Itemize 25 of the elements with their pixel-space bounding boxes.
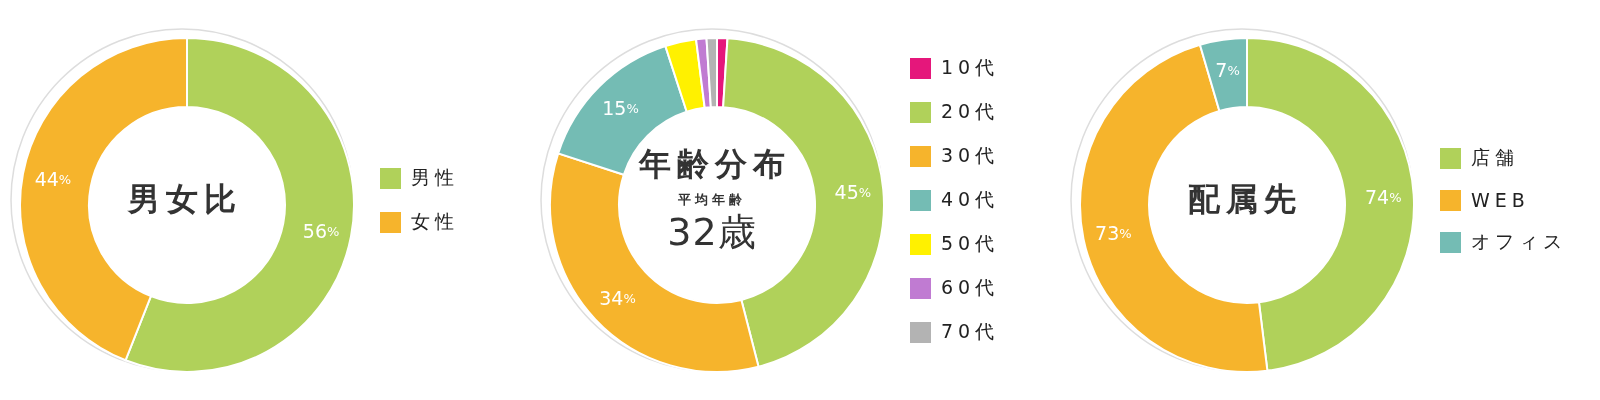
legend-label: オフィス: [1471, 229, 1567, 254]
legend-label: 男性: [411, 165, 459, 190]
data-label: 73%: [1095, 221, 1132, 244]
legend-label: 20代: [941, 99, 1000, 124]
legend-label: 10代: [941, 55, 1000, 80]
legend-label: 60代: [941, 275, 1000, 300]
data-label: 7%: [1215, 58, 1240, 81]
legend-label: 50代: [941, 231, 1000, 256]
data-label: 56%: [302, 219, 340, 242]
data-label: 74%: [1364, 185, 1402, 208]
text: 平均年齢: [678, 190, 746, 209]
legend-label: 70代: [941, 319, 1000, 344]
data-label: 15%: [602, 97, 639, 120]
text: 32歳: [667, 208, 757, 256]
legend-label: WEB: [1471, 189, 1530, 211]
legend-label: 店舗: [1471, 145, 1519, 170]
legend-label: 40代: [941, 187, 1000, 212]
data-label: 45%: [834, 181, 872, 204]
text: 配属先: [1188, 179, 1302, 220]
data-label: 44%: [34, 168, 72, 191]
data-label: 34%: [599, 287, 636, 310]
text: 年齢分布: [639, 143, 791, 185]
text: 男女比: [128, 179, 242, 220]
legend-label: 30代: [941, 143, 1000, 168]
legend-label: 女性: [411, 209, 459, 234]
